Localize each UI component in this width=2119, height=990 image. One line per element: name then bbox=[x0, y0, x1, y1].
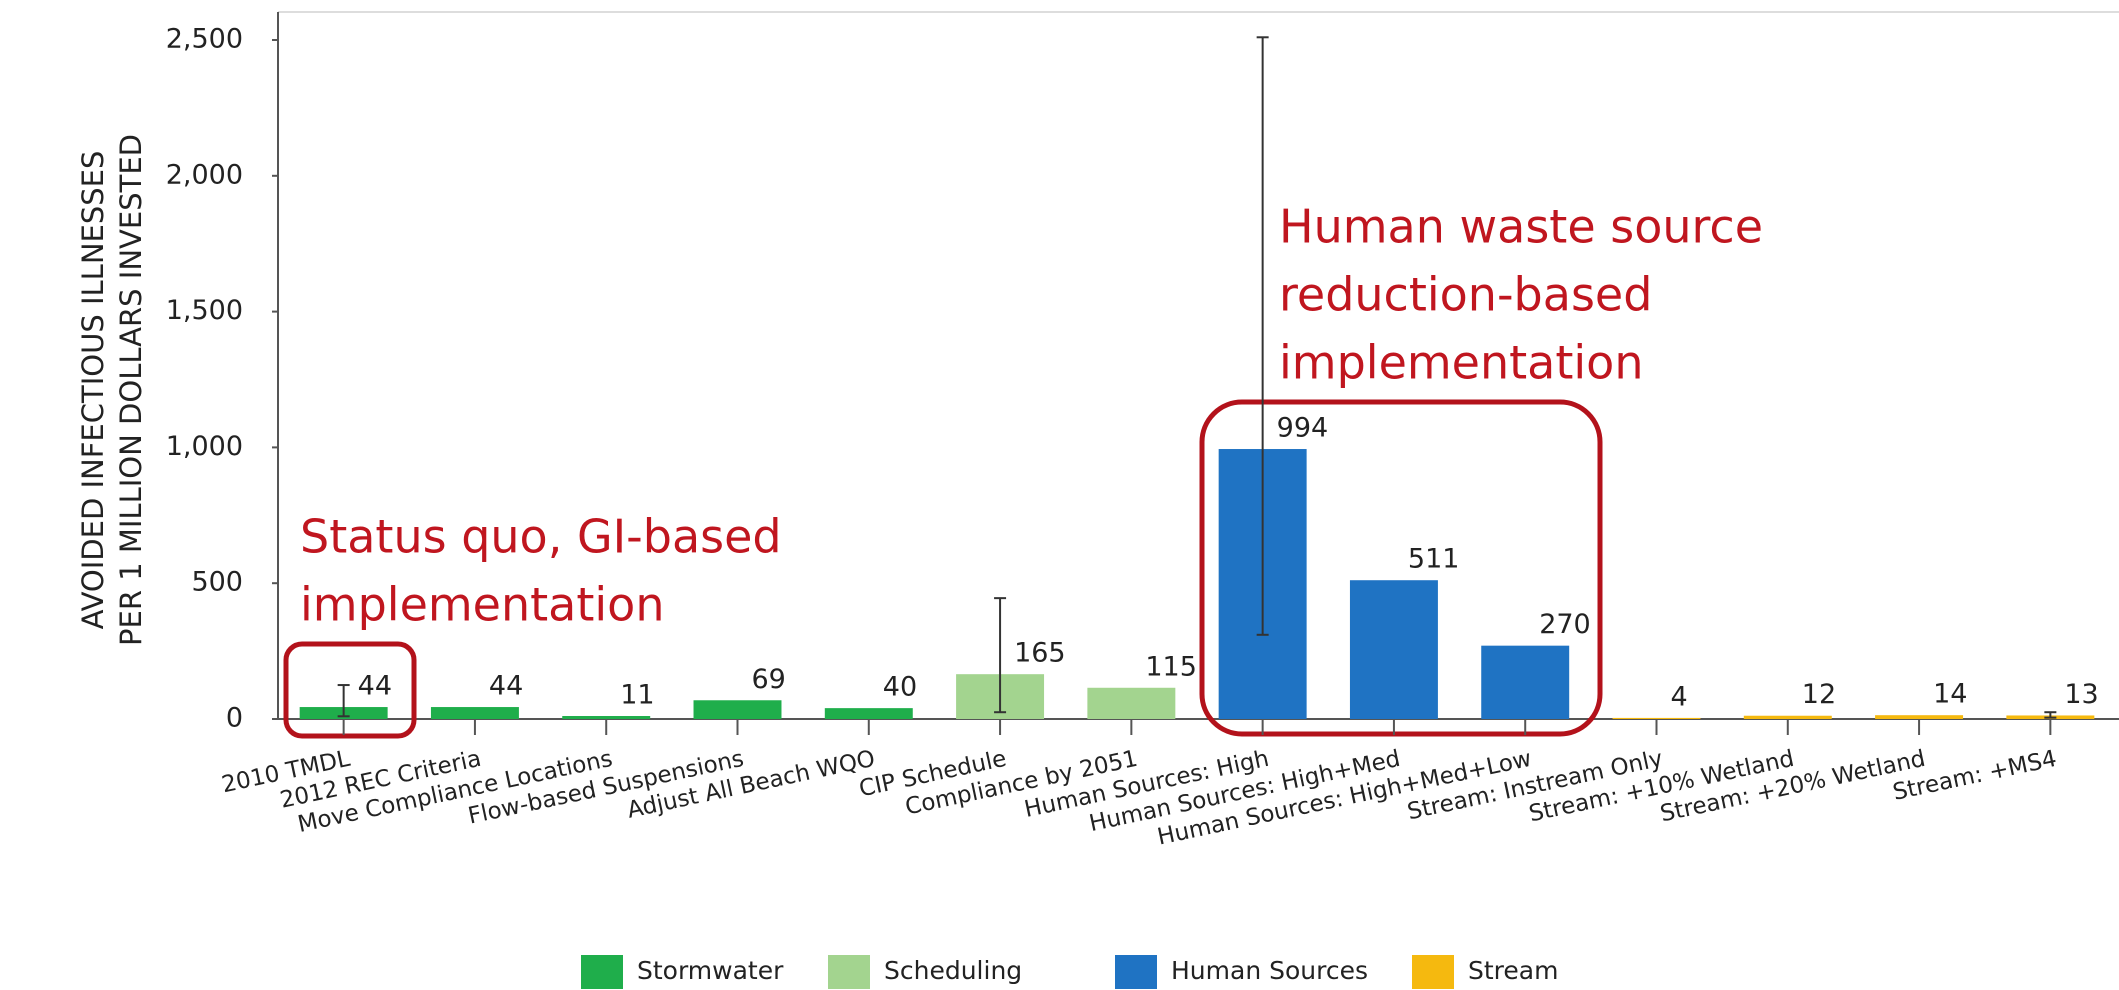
bar bbox=[1743, 715, 1832, 719]
data-label: 44 bbox=[489, 671, 523, 702]
y-tick-label: 1,000 bbox=[166, 431, 243, 462]
data-label: 40 bbox=[883, 672, 917, 703]
legend-label: Scheduling bbox=[884, 956, 1022, 985]
annotation: Status quo, GI-based bbox=[300, 510, 782, 564]
error-bar bbox=[1256, 36, 1269, 636]
bar bbox=[1087, 687, 1176, 719]
legend-swatch bbox=[828, 955, 870, 989]
data-label: 12 bbox=[1802, 679, 1836, 710]
annotation: reduction-based bbox=[1279, 268, 1652, 322]
annotation-box bbox=[1199, 399, 1603, 737]
error-bar bbox=[2044, 711, 2057, 719]
bar bbox=[1349, 580, 1438, 719]
annotation: implementation bbox=[300, 578, 664, 632]
data-label: 69 bbox=[752, 664, 786, 695]
bar bbox=[824, 708, 913, 719]
bar bbox=[562, 716, 651, 719]
error-bar bbox=[337, 684, 350, 718]
annotation: Human waste source bbox=[1279, 200, 1763, 254]
legend-label: Stream bbox=[1468, 956, 1558, 985]
y-axis-label-line: AVOIDED INFECTIOUS ILLNESSES bbox=[76, 151, 110, 630]
bar bbox=[1875, 715, 1964, 719]
y-tick-label: 2,500 bbox=[166, 24, 243, 55]
y-tick-label: 2,000 bbox=[166, 159, 243, 190]
data-label: 270 bbox=[1539, 609, 1591, 640]
data-label: 511 bbox=[1408, 544, 1460, 575]
legend-swatch bbox=[581, 955, 623, 989]
legend-label: Stormwater bbox=[637, 956, 784, 985]
data-label: 14 bbox=[1933, 679, 1967, 710]
annotation: implementation bbox=[1279, 336, 1643, 390]
data-label: 994 bbox=[1277, 413, 1329, 444]
bar bbox=[1612, 717, 1701, 719]
legend-swatch bbox=[1412, 955, 1454, 989]
annotation-box bbox=[283, 641, 417, 739]
y-axis-label-line: PER 1 MILLION DOLLARS INVESTED bbox=[114, 134, 148, 646]
y-tick-label: 1,500 bbox=[166, 295, 243, 326]
data-label: 13 bbox=[2064, 679, 2098, 710]
bar bbox=[1481, 645, 1570, 719]
bar bbox=[693, 700, 782, 719]
data-label: 4 bbox=[1671, 681, 1688, 712]
y-axis-label: AVOIDED INFECTIOUS ILLNESSES PER 1 MILLI… bbox=[76, 134, 148, 646]
bar bbox=[430, 707, 519, 719]
legend-label: Human Sources bbox=[1171, 956, 1368, 985]
data-label: 115 bbox=[1145, 651, 1197, 682]
data-label: 165 bbox=[1014, 638, 1066, 669]
legend-swatch bbox=[1115, 955, 1157, 989]
data-label: 44 bbox=[358, 671, 392, 702]
data-label: 11 bbox=[620, 680, 654, 711]
y-tick-label: 500 bbox=[191, 567, 243, 598]
error-bar bbox=[994, 597, 1007, 714]
y-tick-label: 0 bbox=[226, 703, 243, 734]
